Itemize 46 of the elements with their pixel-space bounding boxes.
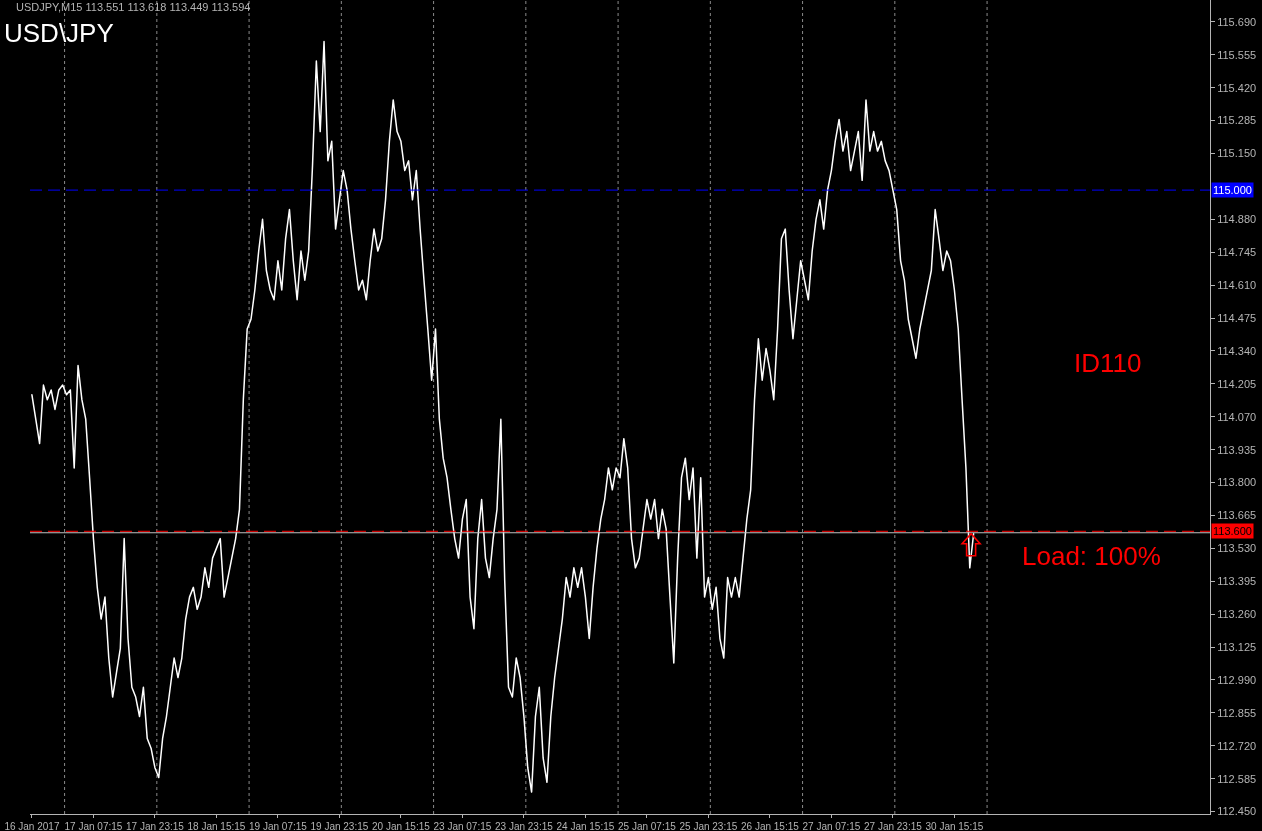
- annotation: USDJPY,M15 113.551 113.618 113.449 113.594: [16, 1, 251, 13]
- annotation: ID110: [1074, 348, 1142, 378]
- y-tick-label: 114.745: [1217, 246, 1257, 259]
- x-tick-label: 25 Jan 23:15: [679, 821, 738, 831]
- x-tick-label: 19 Jan 07:15: [249, 821, 308, 831]
- x-tick-label: 18 Jan 15:15: [187, 821, 246, 831]
- y-tick-label: 115.420: [1217, 81, 1257, 94]
- y-tick-label: 113.530: [1217, 542, 1257, 555]
- x-tick-label: 27 Jan 07:15: [802, 821, 861, 831]
- y-tick-label: 114.205: [1217, 377, 1257, 390]
- x-tick-label: 26 Jan 15:15: [740, 821, 800, 831]
- x-tick-label: 24 Jan 15:15: [556, 821, 615, 831]
- y-tick-label: 113.125: [1217, 640, 1257, 653]
- y-tick-label: 115.555: [1217, 48, 1257, 61]
- y-tick-label: 114.475: [1217, 311, 1257, 324]
- y-tick-label: 112.450: [1217, 805, 1257, 818]
- x-tick-label: 30 Jan 15:15: [925, 821, 984, 831]
- y-tick-label: 114.880: [1217, 213, 1257, 226]
- x-tick-label: 19 Jan 23:15: [310, 821, 369, 831]
- x-tick-label: 23 Jan 23:15: [495, 821, 554, 831]
- y-tick-label: 113.665: [1217, 509, 1257, 522]
- y-tick-label: 112.990: [1217, 673, 1257, 686]
- y-tick-label: 113.260: [1217, 608, 1257, 621]
- y-tick-label: 114.340: [1217, 344, 1257, 357]
- y-tick-label: 115.690: [1217, 15, 1257, 28]
- y-tick-label: 115.285: [1217, 114, 1257, 127]
- x-tick-label: 16 Jan 2017: [4, 821, 60, 831]
- y-tick-label: 114.610: [1217, 278, 1257, 291]
- x-tick-label: 25 Jan 07:15: [618, 821, 677, 831]
- y-tick-label: 113.935: [1217, 443, 1257, 456]
- y-tick-label: 115.150: [1217, 147, 1257, 160]
- x-tick-label: 27 Jan 23:15: [863, 821, 923, 831]
- y-tick-label: 112.585: [1217, 772, 1257, 785]
- ref-line-label: 113.600: [1213, 525, 1252, 537]
- y-tick-label: 112.720: [1217, 739, 1257, 752]
- x-tick-label: 20 Jan 15:15: [372, 821, 431, 831]
- annotation: Load: 100%: [1022, 541, 1161, 571]
- x-tick-label: 17 Jan 23:15: [126, 821, 185, 831]
- y-tick-label: 113.395: [1217, 575, 1257, 588]
- y-tick-label: 112.855: [1217, 706, 1257, 719]
- x-tick-label: 17 Jan 07:15: [64, 821, 123, 831]
- y-tick-label: 114.070: [1217, 410, 1257, 423]
- text: USD\JPY: [4, 18, 114, 49]
- y-tick-label: 113.800: [1217, 476, 1257, 489]
- ref-line-label: 115.000: [1213, 184, 1252, 196]
- x-tick-label: 23 Jan 07:15: [433, 821, 492, 831]
